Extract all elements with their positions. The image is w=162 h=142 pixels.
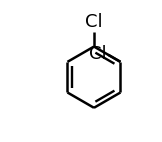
Text: Cl: Cl — [85, 13, 103, 31]
Text: Cl: Cl — [89, 45, 107, 63]
